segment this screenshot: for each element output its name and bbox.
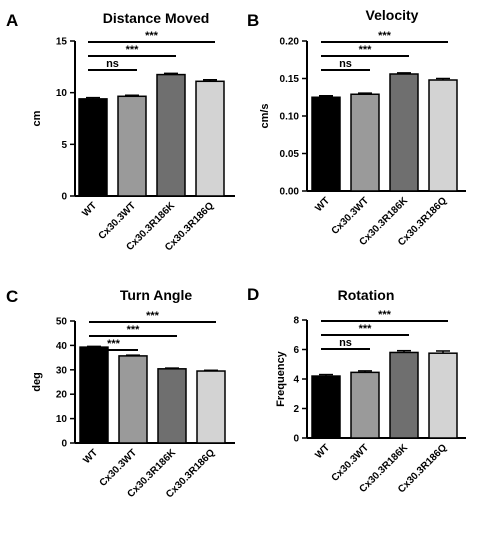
bar-a (195, 80, 225, 197)
y-tick-label-c: 20 (56, 390, 68, 401)
y-tick-label-a: 0 (61, 192, 67, 203)
y-tick-label-b: 0.00 (280, 187, 300, 198)
bar-a (78, 98, 108, 197)
panel-letter-b: B (247, 11, 259, 30)
category-label-b: WT (313, 195, 332, 214)
y-tick-label-d: 4 (293, 375, 299, 386)
bar-b (428, 79, 458, 192)
significance-label-c: *** (146, 310, 160, 322)
category-label-d: WT (313, 442, 332, 461)
bar-d (428, 352, 458, 439)
category-label-b: Cx30.3WT (330, 195, 372, 237)
panel-letter-d: D (247, 285, 259, 304)
panel-c: C Turn Angle01020304050degWTCx30.3WTCx30.… (6, 287, 235, 500)
panel-b: B Velocity 0.00 0.05 0.10 0.15 0.20 cm/s WTCx30.… (247, 7, 466, 248)
significance-label-a: *** (126, 44, 140, 56)
y-tick-label-c: 0 (61, 439, 67, 450)
y-tick-label-c: 30 (56, 365, 68, 376)
significance-label-a: *** (145, 30, 159, 42)
panel-letter-a: A (6, 11, 18, 30)
y-axis-label-c: deg (31, 372, 43, 392)
category-label-a: WT (80, 200, 99, 219)
y-axis-label-b: cm/s (259, 103, 271, 128)
y-tick-label-c: 40 (56, 341, 68, 352)
bar-c (79, 346, 109, 444)
y-tick-label-b: 0.15 (280, 74, 300, 85)
y-tick-label-a: 5 (61, 140, 67, 151)
bar-d (350, 371, 380, 439)
panel-title-c: Turn Angle (120, 287, 193, 303)
significance-label-c: *** (107, 338, 121, 350)
significance-label-d: *** (359, 323, 373, 335)
y-tick-label-b: 0.05 (280, 149, 300, 160)
category-label-a: Cx30.3WT (97, 200, 139, 242)
y-tick-label-a: 15 (56, 37, 68, 48)
significance-label-d: ns (339, 337, 352, 349)
significance-label-b: *** (378, 30, 392, 42)
bar-d (389, 351, 419, 439)
significance-label-b: *** (359, 44, 373, 56)
panel-a: A Distance Moved051015cmWTCx30.3WTCx30.3R… (6, 10, 235, 253)
bar-b (389, 73, 419, 192)
bar-c (118, 355, 148, 444)
bar-a (117, 95, 147, 197)
y-tick-label-d: 0 (293, 434, 299, 445)
panel-title-d: Rotation (338, 287, 395, 303)
y-tick-label-b: 0.20 (280, 37, 300, 48)
y-tick-label-b: 0.10 (280, 112, 300, 123)
significance-label-a: ns (106, 58, 119, 70)
y-tick-label-c: 50 (56, 317, 68, 328)
bar-b (311, 96, 341, 192)
y-axis-label-a: cm (31, 110, 43, 126)
significance-label-c: *** (127, 324, 141, 336)
panel-title-a: Distance Moved (103, 10, 210, 26)
y-tick-label-d: 6 (293, 345, 299, 356)
y-tick-label-d: 2 (293, 404, 299, 415)
significance-label-d: *** (378, 309, 392, 321)
bar-b (350, 93, 380, 192)
y-axis-label-d: Frequency (275, 350, 287, 407)
category-label-c: WT (81, 447, 100, 466)
category-label-d: Cx30.3WT (330, 442, 372, 484)
panel-d: D Rotation02468FrequencyWTCx30.3WTCx30.3R… (247, 285, 466, 495)
significance-label-b: ns (339, 58, 352, 70)
y-tick-label-d: 8 (293, 316, 299, 327)
panel-title-b: Velocity (366, 7, 419, 23)
y-tick-label-c: 10 (56, 414, 68, 425)
bar-c (196, 370, 226, 444)
y-tick-label-a: 10 (56, 88, 68, 99)
panel-letter-c: C (6, 287, 18, 306)
bar-a (156, 73, 186, 197)
category-label-c: Cx30.3WT (98, 447, 140, 489)
bar-c (157, 368, 187, 444)
bar-d (311, 375, 341, 439)
